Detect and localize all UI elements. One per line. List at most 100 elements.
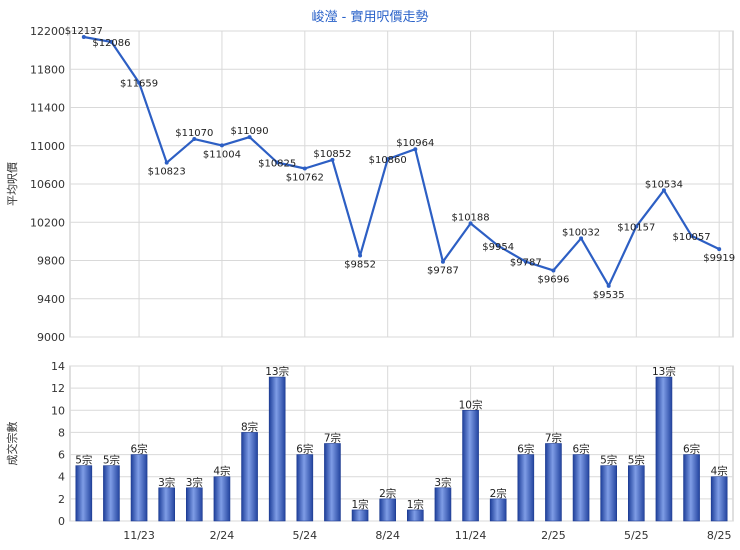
price-point — [137, 80, 142, 85]
price-y-tick-label: 11000 — [30, 140, 65, 153]
price-point — [440, 259, 445, 264]
price-point — [164, 160, 169, 165]
volume-data-label: 10宗 — [459, 398, 483, 411]
volume-bar — [158, 487, 175, 522]
volume-y-tick-label: 8 — [58, 426, 65, 439]
price-point — [247, 135, 252, 140]
volume-data-label: 4宗 — [711, 465, 728, 478]
volume-bar — [351, 509, 369, 522]
price-y-tick-label: 9800 — [37, 255, 65, 268]
price-y-tick-label: 10200 — [30, 216, 65, 229]
volume-y-tick-label: 12 — [51, 382, 65, 395]
price-data-label: $11070 — [175, 128, 213, 139]
volume-data-label: 5宗 — [600, 454, 617, 467]
price-data-label: $10032 — [562, 227, 600, 238]
price-y-axis-title: 平均呎價 — [5, 162, 19, 206]
volume-data-label: 1宗 — [407, 498, 424, 511]
price-data-label: $11090 — [230, 126, 268, 137]
price-data-label: $9535 — [593, 290, 625, 301]
price-point — [81, 35, 86, 40]
price-y-tick-label: 9000 — [37, 331, 65, 344]
volume-plot-area — [69, 365, 734, 522]
volume-data-label: 5宗 — [628, 454, 645, 467]
price-point — [330, 157, 335, 162]
price-point — [634, 224, 639, 229]
volume-bar — [186, 487, 203, 522]
price-data-label: $12086 — [92, 38, 130, 49]
price-point — [661, 188, 666, 193]
price-point — [413, 147, 418, 152]
x-tick-label: 11/24 — [455, 529, 487, 542]
volume-bar — [268, 376, 286, 522]
price-point — [385, 157, 390, 162]
volume-data-label: 7宗 — [545, 432, 562, 445]
volume-data-label: 2宗 — [490, 487, 507, 500]
price-point — [579, 236, 584, 241]
price-data-label: $11004 — [203, 149, 241, 160]
price-series-line — [83, 35, 720, 287]
volume-data-label: 13宗 — [265, 365, 289, 378]
price-data-label: $11659 — [120, 79, 158, 90]
price-y-tick-label: 11400 — [30, 102, 65, 115]
volume-bar — [241, 432, 258, 522]
price-data-label: $9787 — [510, 258, 542, 269]
volume-data-label: 6宗 — [130, 443, 147, 456]
price-y-tick-label: 12200 — [30, 25, 65, 38]
x-tick-label: 11/23 — [123, 529, 155, 542]
price-data-label: $9696 — [538, 274, 570, 285]
volume-bar — [296, 454, 314, 522]
volume-y-tick-label: 4 — [58, 471, 65, 484]
price-point — [275, 160, 280, 165]
volume-bar — [407, 509, 424, 522]
volume-bar — [379, 498, 396, 522]
volume-data-label: 3宗 — [434, 476, 451, 489]
price-point — [689, 233, 694, 238]
price-point — [496, 243, 501, 248]
volume-bar-chart: 0 2 4 6 8 10 12 14 成交宗數 5宗 5宗 6宗 3宗 3宗 4宗 8宗 13宗 6宗 7宗 1宗 2宗… — [5, 360, 734, 542]
price-point — [717, 247, 722, 252]
volume-bar — [600, 465, 617, 522]
x-tick-label: 5/24 — [292, 529, 317, 542]
volume-bar — [103, 465, 120, 522]
price-point — [551, 268, 556, 273]
price-line-chart: 9000 9400 9800 10200 10600 11000 11400 11800 122… — [5, 25, 735, 344]
price-data-label: $10825 — [258, 158, 296, 169]
volume-data-label: 1宗 — [351, 498, 368, 511]
volume-bar — [628, 465, 645, 522]
price-data-label: $10823 — [148, 167, 186, 178]
volume-bar — [683, 454, 700, 522]
price-y-tick-label: 9400 — [37, 293, 65, 306]
x-tick-label: 5/25 — [624, 529, 649, 542]
volume-y-tick-label: 0 — [58, 515, 65, 528]
price-point — [358, 253, 363, 258]
price-point — [302, 166, 307, 171]
volume-data-label: 13宗 — [652, 365, 676, 378]
price-data-label: $10964 — [396, 138, 434, 149]
volume-bar — [75, 465, 93, 522]
volume-bar — [545, 443, 562, 522]
price-point — [606, 283, 611, 288]
x-tick-label: 2/24 — [210, 529, 235, 542]
price-point — [192, 137, 197, 142]
price-data-label: $10860 — [369, 155, 407, 166]
volume-data-label: 8宗 — [241, 420, 258, 433]
x-tick-label: 8/25 — [707, 529, 732, 542]
price-point — [219, 143, 224, 148]
price-point — [468, 221, 473, 226]
price-data-label: $9919 — [703, 253, 735, 264]
price-data-label: $10852 — [313, 149, 351, 160]
volume-y-tick-label: 14 — [51, 360, 65, 373]
price-data-label: $9852 — [344, 260, 376, 271]
price-data-label: $12137 — [65, 26, 103, 37]
volume-y-tick-label: 6 — [58, 449, 65, 462]
volume-data-label: 6宗 — [296, 443, 313, 456]
x-tick-label: 2/25 — [541, 529, 566, 542]
price-data-label: $10188 — [451, 212, 489, 223]
price-data-label: $10157 — [617, 222, 655, 233]
volume-data-label: 2宗 — [379, 487, 396, 500]
price-data-label: $10762 — [286, 173, 324, 184]
price-data-label: $9954 — [482, 242, 514, 253]
volume-data-label: 3宗 — [186, 476, 203, 489]
volume-bar — [572, 454, 590, 522]
